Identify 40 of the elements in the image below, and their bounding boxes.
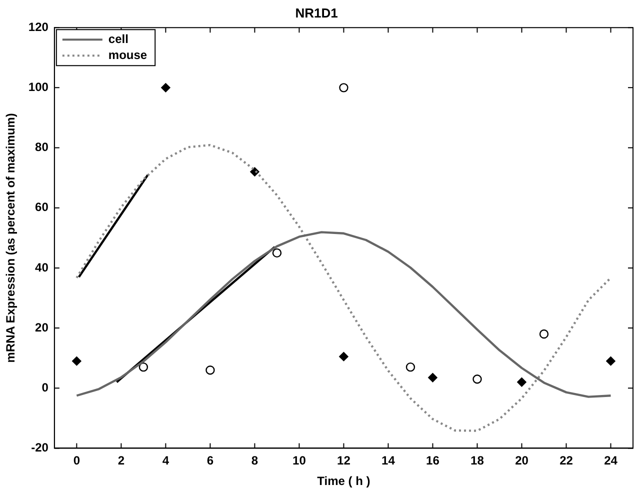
point [138, 362, 148, 372]
legend-label: cell [108, 32, 128, 46]
x-tick-label: 2 [118, 454, 125, 468]
x-tick-label: 12 [337, 454, 351, 468]
x-tick-label: 4 [162, 454, 170, 468]
y-tick-label: 40 [35, 260, 49, 274]
x-tick-label: 8 [251, 454, 258, 468]
y-tick-label: -20 [31, 440, 49, 455]
x-tick-label: 22 [560, 454, 574, 468]
point [472, 374, 482, 384]
point [428, 373, 438, 382]
point [517, 378, 526, 387]
x-tick-label: 6 [206, 454, 214, 468]
y-tick-label: 100 [28, 80, 49, 94]
point [406, 362, 416, 372]
point [539, 329, 549, 339]
y-tick-label: 0 [42, 380, 49, 394]
x-tick-label: 16 [426, 454, 440, 468]
point [606, 356, 616, 366]
x-tick-label: 20 [515, 454, 529, 468]
y-tick-label: 20 [35, 320, 49, 334]
y-axis-title: mRNA Expression (as percent of maximum) [4, 113, 18, 363]
y-tick-label: 60 [35, 200, 49, 214]
x-tick-label: 18 [470, 454, 484, 468]
chart-title: NR1D1 [295, 5, 338, 20]
y-tick-label: 80 [35, 140, 49, 154]
x-tick-label: 14 [382, 454, 396, 468]
point [339, 83, 348, 92]
line-series [76, 144, 612, 432]
y-tick-label: 120 [28, 20, 49, 34]
x-tick-label: 10 [292, 454, 306, 468]
point [72, 356, 82, 366]
point [161, 83, 170, 92]
legend-label: mouse [108, 48, 148, 62]
point [206, 365, 215, 375]
x-tick-label: 0 [73, 454, 80, 468]
x-tick-label: 24 [604, 454, 618, 468]
point [339, 352, 348, 362]
point [272, 248, 282, 258]
x-axis-title: Time ( h ) [317, 474, 370, 488]
